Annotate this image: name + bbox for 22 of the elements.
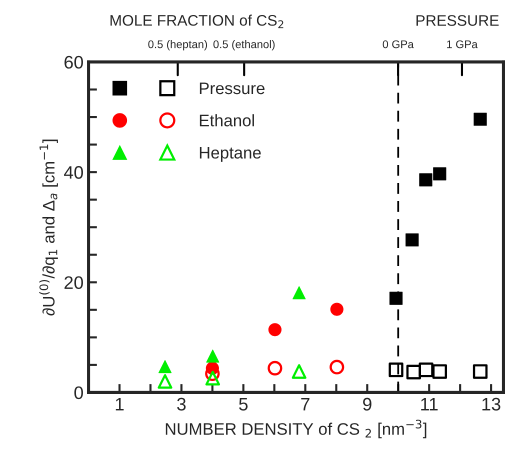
text: 0.5 (heptan) (148, 40, 208, 50)
text: 1 GPa (447, 40, 478, 48)
x-tick-label: 3 (177, 398, 186, 411)
text: ∂U$^{(0)}$/∂q$_{1}$ and Δ$_{a}$ [cm$^{−1}$] (39, 140, 58, 316)
text: 0.5 (ethanol) (213, 40, 275, 50)
y-tick-label: 40 (64, 166, 83, 179)
legend-label: Pressure (200, 82, 264, 94)
x-tick-label: 7 (301, 398, 310, 410)
text: MOLE FRACTION of CS$_{2}$ (110, 14, 284, 28)
x-tick-label: 9 (363, 398, 372, 411)
text: PRESSURE (416, 15, 499, 26)
text: 0 GPa (382, 40, 414, 48)
x-tick-label: 11 (421, 398, 438, 410)
legend-label: Ethanol (200, 114, 254, 126)
x-tick-label: 13 (482, 398, 500, 411)
x-tick-label: 1 (116, 398, 124, 410)
legend-label: Heptane (200, 146, 261, 162)
x-tick-label: 5 (239, 398, 248, 411)
y-tick-label: 0 (74, 386, 83, 400)
y-tick-label: 60 (64, 56, 83, 69)
x-axis-title: NUMBER DENSITY of CS $_{2}$ [nm$^{−3}$] (166, 420, 426, 438)
y-tick-label: 20 (64, 276, 83, 290)
